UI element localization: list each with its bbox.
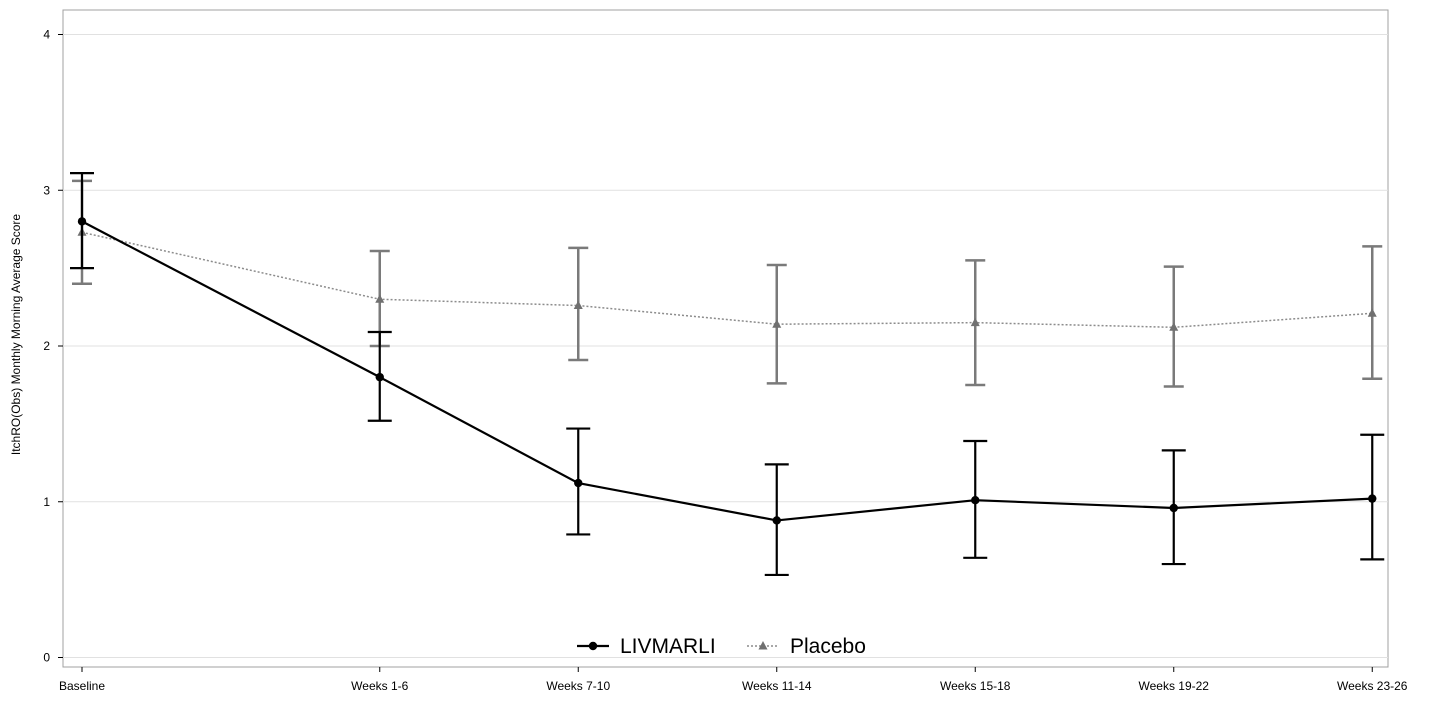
legend-label: LIVMARLI (620, 635, 716, 658)
data-point (970, 317, 980, 327)
legend-marker-circle (588, 641, 598, 651)
data-point (1367, 308, 1377, 317)
x-tick-label: Weeks 11-14 (742, 679, 812, 693)
x-tick-label: Weeks 23-26 (1337, 679, 1408, 693)
y-axis-title: ItchRO(Obs) Monthly Morning Average Scor… (9, 214, 23, 456)
x-tick-label: Baseline (59, 679, 105, 693)
gridlines (63, 34, 1388, 658)
series-placebo (72, 179, 1383, 388)
plot-frame (62, 9, 1389, 668)
x-tick-label: Weeks 7-10 (546, 679, 610, 693)
y-tick-label: 2 (43, 339, 50, 353)
data-point (1169, 503, 1178, 513)
data-point (772, 319, 782, 328)
data-point (375, 372, 384, 382)
data-point (375, 294, 385, 303)
legend: LIVMARLI Placebo (577, 635, 866, 658)
axes: 0 1 2 3 4 Baseline Weeks 1-6 Weeks 7-10 Weeks 11… (9, 28, 1408, 694)
x-tick-label: Weeks 19-22 (1139, 679, 1210, 693)
data-point (971, 495, 980, 505)
legend-marker-triangle (758, 641, 768, 650)
y-tick-label: 3 (43, 183, 50, 197)
data-point (77, 217, 87, 226)
data-point (1368, 494, 1377, 503)
series-line (81, 231, 1373, 329)
y-tick-label: 4 (43, 28, 50, 42)
series (70, 172, 1385, 577)
y-tick-label: 1 (43, 495, 50, 509)
series-livmarli (70, 172, 1385, 577)
x-tick-label: Weeks 1-6 (351, 679, 408, 693)
data-point (573, 300, 583, 310)
data-point (772, 516, 781, 525)
legend-label: Placebo (790, 635, 866, 658)
y-tick-label: 0 (43, 651, 50, 665)
x-tick-label: Weeks 15-18 (940, 679, 1011, 693)
data-point (1169, 322, 1179, 331)
data-point (574, 478, 583, 488)
